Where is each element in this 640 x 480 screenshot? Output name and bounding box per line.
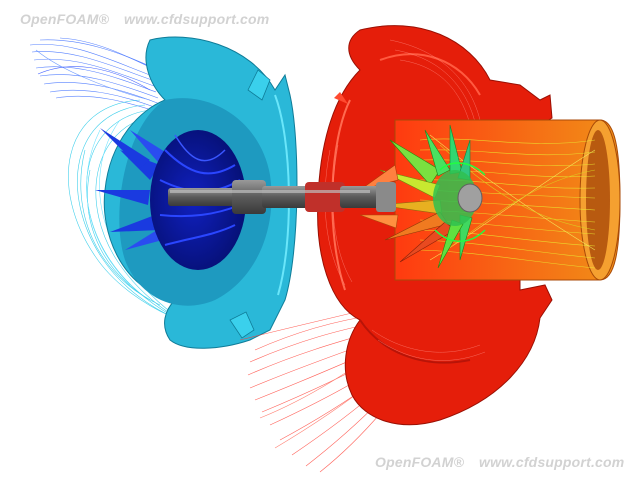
turbine-volute-streamlines [324, 39, 486, 361]
watermark-site-top: www.cfdsupport.com [124, 11, 270, 27]
compressor-inlet-streamlines [29, 37, 165, 115]
turbine-wheel [359, 124, 486, 269]
turbocharger-shaft [168, 180, 396, 214]
watermark-brand-top: OpenFOAM® [20, 11, 110, 27]
watermark-site-bottom: www.cfdsupport.com [479, 454, 625, 470]
watermark-brand-bottom: OpenFOAM® [375, 454, 465, 470]
